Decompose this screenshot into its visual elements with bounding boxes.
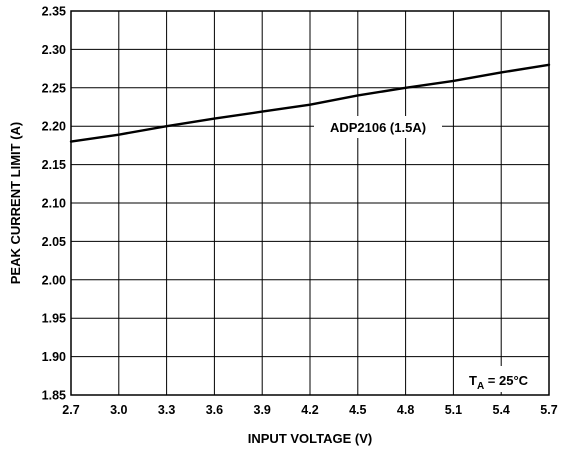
y-tick-label: 1.85 (42, 389, 66, 403)
x-tick-label: 3.3 (158, 403, 175, 417)
x-axis-title: INPUT VOLTAGE (V) (248, 431, 372, 446)
x-tick-label: 3.6 (206, 403, 223, 417)
y-tick-label: 2.10 (42, 197, 66, 211)
series-label-background (314, 116, 442, 138)
x-tick-label: 2.7 (62, 403, 79, 417)
y-tick-label: 2.05 (42, 235, 66, 249)
plot-frame (70, 10, 550, 396)
y-axis-title: PEAK CURRENT LIMIT (A) (8, 122, 23, 285)
condition-label: TA = 25°C (469, 373, 529, 392)
x-tick-label: 4.5 (349, 403, 366, 417)
x-tick-label: 5.1 (445, 403, 462, 417)
y-tick-labels: 2.35 2.30 2.25 2.20 2.15 2.10 2.05 2.00 1.95 1.90… (42, 5, 66, 403)
condition-subscript: A (477, 381, 484, 392)
y-tick-label: 2.35 (42, 5, 66, 19)
y-tick-label: 2.00 (42, 273, 66, 287)
condition-symbol: T (469, 373, 477, 388)
x-tick-label: 5.7 (540, 403, 557, 417)
y-tick-label: 2.15 (42, 158, 66, 172)
y-tick-label: 2.20 (42, 120, 66, 134)
y-tick-label: 2.30 (42, 43, 66, 57)
series-line (69, 63, 551, 143)
x-tick-label: 3.0 (110, 403, 127, 417)
x-tick-labels: 2.7 3.0 3.3 3.6 3.9 4.2 4.5 4.8 5.1 5.4 5.7 (62, 403, 557, 417)
condition-value: = 25°C (484, 373, 528, 388)
x-tick-label: 4.2 (301, 403, 318, 417)
y-tick-label: 1.90 (42, 350, 66, 364)
series-group (69, 63, 551, 143)
condition-label-background (460, 366, 552, 392)
y-tick-label: 2.25 (42, 81, 66, 95)
x-tick-label: 5.4 (493, 403, 510, 417)
y-tick-label: 1.95 (42, 312, 66, 326)
series-label: ADP2106 (1.5A) (330, 120, 426, 135)
x-tick-label: 4.8 (397, 403, 414, 417)
x-tick-label: 3.9 (254, 403, 271, 417)
grid-lines (71, 11, 549, 395)
